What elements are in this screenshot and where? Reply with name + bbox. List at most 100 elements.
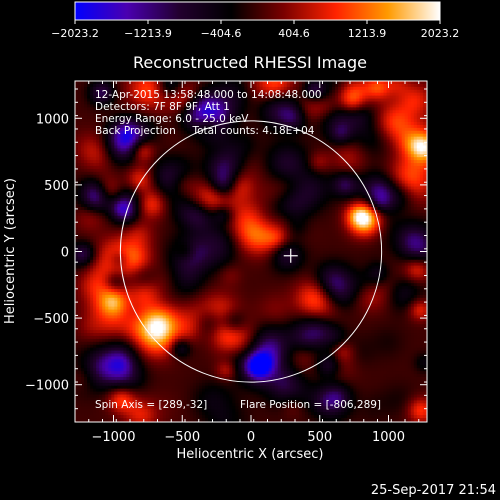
heatmap-cell [87,116,91,120]
heatmap-cell [162,86,167,91]
heatmap-cell [268,81,273,85]
heatmap-cell [289,95,294,100]
heatmap-cell [247,101,252,106]
heatmap-cell [292,104,297,108]
heatmap-cell [383,89,388,94]
heatmap-cell [226,83,230,88]
heatmap-cell [96,127,100,132]
heatmap-cell [422,119,427,123]
heatmap-cell [120,98,124,103]
heatmap-cell [310,113,315,117]
heatmap-cell [226,127,230,132]
heatmap-cell [401,98,406,103]
heatmap-cell [362,89,366,94]
heatmap-cell [244,98,249,103]
heatmap-cell [117,113,121,117]
heatmap-cell [211,107,215,111]
heatmap-cell [99,124,103,129]
heatmap-cell [338,86,342,91]
heatmap-cell [353,83,357,88]
heatmap-cell [165,86,170,91]
heatmap-cell [214,122,218,126]
heatmap-cell [105,89,109,94]
heatmap-cell [138,122,143,126]
heatmap-cell [241,95,245,100]
heatmap-cell [304,101,309,106]
heatmap-cell [298,107,303,111]
heatmap-cell [280,127,285,132]
heatmap-cell [105,119,109,123]
heatmap-cell [244,110,249,114]
heatmap-cell [144,104,149,108]
heatmap-cell [132,107,137,111]
heatmap-cell [238,98,242,103]
heatmap-cell [99,81,103,85]
heatmap-cell [323,86,327,91]
heatmap-cell [199,113,203,117]
heatmap-cell [90,83,94,88]
heatmap-cell [144,86,149,91]
heatmap-cell [374,127,379,132]
heatmap-cell [123,113,128,117]
heatmap-cell [141,89,146,94]
heatmap-cell [295,110,300,114]
heatmap-cell [144,98,149,103]
heatmap-cell [123,92,128,97]
heatmap-cell [177,95,182,100]
heatmap-cell [241,122,245,126]
heatmap-cell [295,113,300,117]
heatmap-cell [81,110,85,114]
heatmap-cell [289,81,294,85]
heatmap-cell [329,83,333,88]
heatmap-cell [362,107,366,111]
heatmap-cell [404,110,409,114]
heatmap-cell [78,124,82,129]
heatmap-cell [268,119,273,123]
heatmap-cell [111,122,115,126]
heatmap-cell [168,107,173,111]
heatmap-cell [313,81,318,85]
heatmap-cell [99,101,103,106]
heatmap-cell [174,98,179,103]
heatmap-cell [320,83,324,88]
heatmap-cell [108,86,112,91]
heatmap-cell [286,110,291,114]
heatmap-cell [214,101,218,106]
heatmap-cell [253,122,258,126]
heatmap-cell [111,86,115,91]
heatmap-cell [232,127,236,132]
heatmap-cell [217,113,221,117]
heatmap-cell [208,113,212,117]
heatmap-cell [425,107,427,111]
heatmap-cell [271,122,276,126]
heatmap-cell [313,119,318,123]
heatmap-cell [241,127,245,132]
heatmap-cell [335,110,339,114]
heatmap-cell [326,110,330,114]
heatmap-cell [422,107,427,111]
heatmap-cell [220,83,224,88]
heatmap-cell [341,101,345,106]
heatmap-cell [250,124,255,129]
heatmap-cell [377,122,382,126]
heatmap-cell [78,83,82,88]
heatmap-cell [335,119,339,123]
heatmap-cell [129,119,134,123]
heatmap-cell [295,86,300,91]
heatmap-cell [238,122,242,126]
heatmap-cell [208,92,212,97]
heatmap-cell [353,81,357,85]
heatmap-cell [217,98,221,103]
heatmap-cell [274,86,279,91]
heatmap-cell [407,101,412,106]
heatmap-cell [108,98,112,103]
heatmap-cell [205,119,209,123]
heatmap-cell [256,95,261,100]
heatmap-cell [186,101,191,106]
heatmap-cell [265,119,270,123]
heatmap-cell [150,113,155,117]
heatmap-cell [93,98,97,103]
heatmap-cell [162,98,167,103]
heatmap-cell [392,113,397,117]
heatmap-cell [102,113,106,117]
